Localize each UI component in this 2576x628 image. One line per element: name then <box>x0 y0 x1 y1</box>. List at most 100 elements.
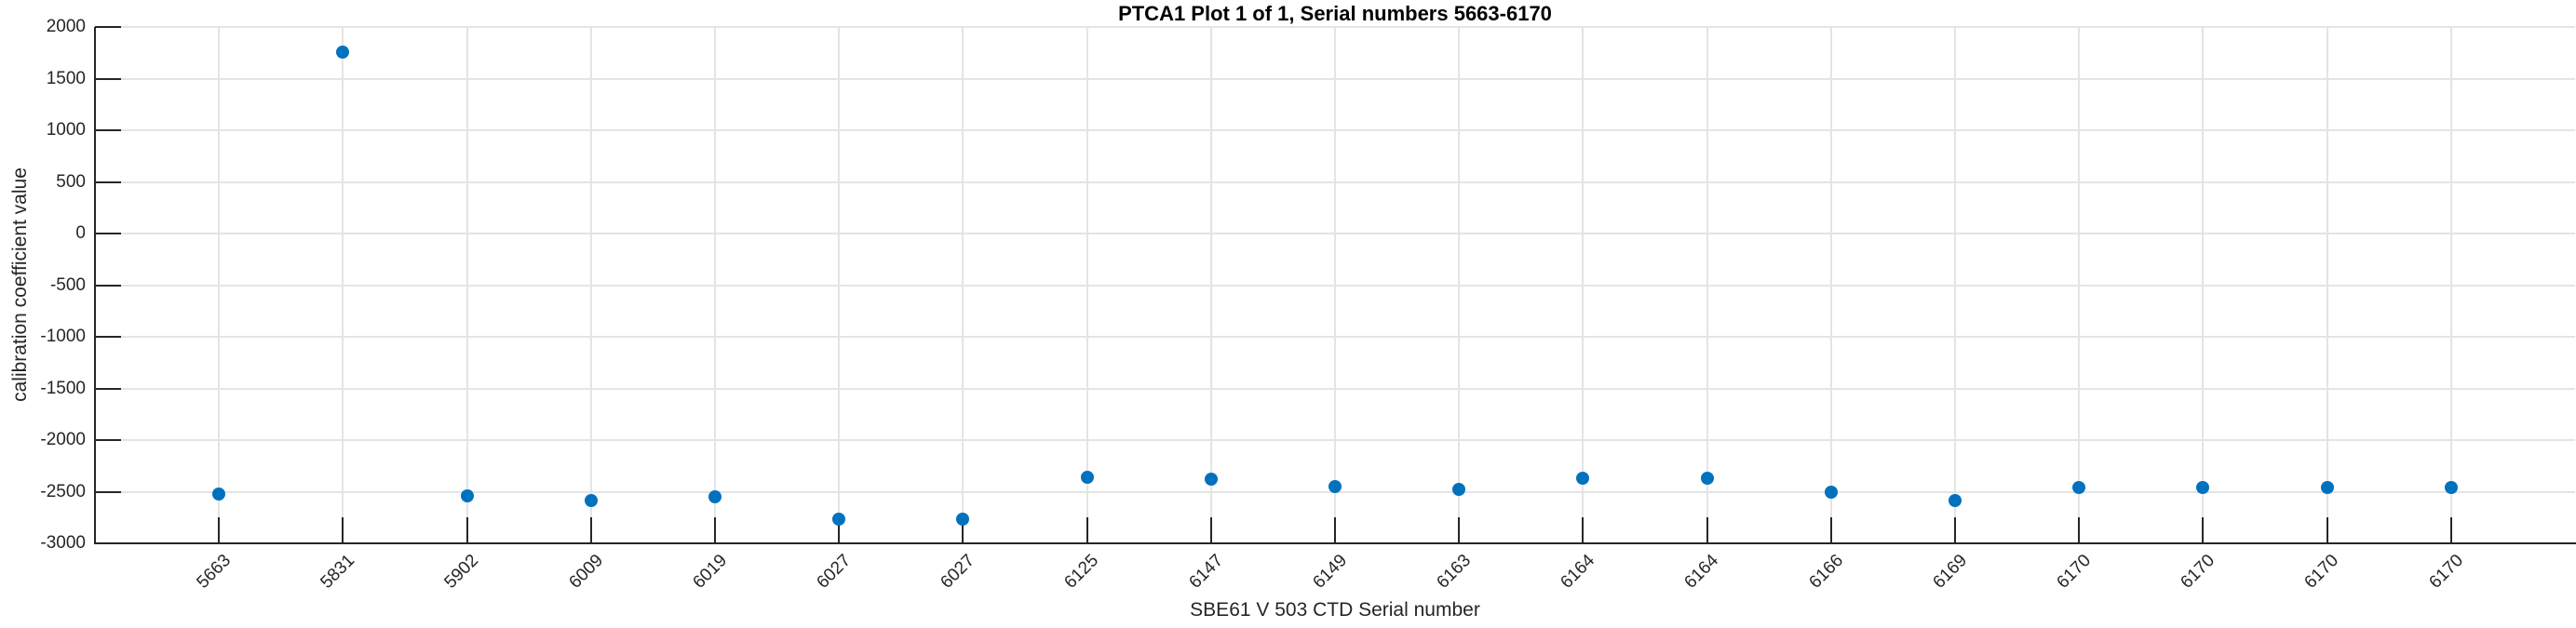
data-point <box>2444 480 2458 494</box>
y-tick-mark <box>95 233 121 234</box>
x-tick-mark <box>2202 517 2205 543</box>
x-tick-label: 6019 <box>689 551 731 593</box>
x-tick-label: 6149 <box>1309 551 1351 593</box>
data-point <box>1452 483 1466 497</box>
x-tick-mark <box>2326 517 2328 543</box>
y-tick-label: 500 <box>56 171 86 192</box>
x-tick-label: 6009 <box>564 551 607 593</box>
data-point <box>832 513 846 527</box>
v-gridline <box>1829 27 1832 543</box>
y-tick-mark <box>95 387 121 390</box>
x-tick-label: 6164 <box>1557 551 1599 593</box>
x-tick-label: 5831 <box>317 551 359 593</box>
x-tick-label: 6027 <box>937 551 979 593</box>
y-tick-label: -1500 <box>40 378 86 398</box>
x-tick-label: 6147 <box>1184 551 1227 593</box>
x-tick-label: 6163 <box>1433 551 1476 593</box>
y-tick-mark <box>95 490 121 493</box>
v-gridline <box>342 27 344 543</box>
data-point <box>212 487 226 501</box>
x-tick-mark <box>1086 517 1088 543</box>
v-gridline <box>589 27 592 543</box>
y-tick-label: 1000 <box>46 120 86 140</box>
x-tick-mark <box>465 517 468 543</box>
y-tick-label: -3000 <box>40 533 86 553</box>
x-tick-mark <box>962 517 964 543</box>
x-tick-label: 6166 <box>1804 551 1847 593</box>
x-tick-mark <box>1209 517 1212 543</box>
x-tick-label: 6169 <box>1929 551 1971 593</box>
x-tick-label: 6170 <box>2177 551 2219 593</box>
data-point <box>336 45 350 59</box>
chart-title: PTCA1 Plot 1 of 1, Serial numbers 5663-6… <box>1118 2 1552 25</box>
data-point <box>1700 472 1714 486</box>
v-gridline <box>2326 27 2328 543</box>
y-tick-mark <box>95 439 121 441</box>
v-gridline <box>838 27 841 543</box>
v-gridline <box>1209 27 1212 543</box>
data-point <box>1949 494 1962 508</box>
y-tick-label: 2000 <box>46 17 86 36</box>
x-tick-mark <box>1706 517 1708 543</box>
y-tick-mark <box>95 26 121 28</box>
v-gridline <box>1086 27 1088 543</box>
v-gridline <box>2078 27 2081 543</box>
x-tick-label: 6170 <box>2300 551 2343 593</box>
x-axis-line <box>94 542 2576 544</box>
x-tick-mark <box>589 517 592 543</box>
data-point <box>1576 472 1590 486</box>
v-gridline <box>1582 27 1585 543</box>
y-tick-mark <box>95 180 121 183</box>
x-tick-mark <box>838 517 841 543</box>
x-tick-mark <box>1334 517 1336 543</box>
x-tick-label: 6027 <box>813 551 856 593</box>
x-tick-label: 5663 <box>193 551 236 593</box>
y-tick-mark <box>95 284 121 287</box>
y-tick-label: 1500 <box>46 68 86 88</box>
v-gridline <box>1706 27 1708 543</box>
data-point <box>956 513 970 527</box>
x-tick-label: 6170 <box>2053 551 2096 593</box>
y-tick-mark <box>95 336 121 338</box>
data-point <box>2320 480 2334 494</box>
data-point <box>584 494 598 508</box>
v-gridline <box>1458 27 1461 543</box>
data-point <box>460 488 474 502</box>
v-gridline <box>1334 27 1336 543</box>
x-tick-mark <box>342 517 344 543</box>
y-tick-label: -2500 <box>40 481 86 501</box>
y-tick-label: -2000 <box>40 430 86 449</box>
v-gridline <box>1954 27 1956 543</box>
x-tick-mark <box>1458 517 1461 543</box>
x-tick-label: 6164 <box>1680 551 1723 593</box>
data-point <box>2072 480 2086 494</box>
x-tick-mark <box>714 517 716 543</box>
v-gridline <box>962 27 964 543</box>
y-tick-mark <box>95 77 121 80</box>
v-gridline <box>465 27 468 543</box>
x-tick-mark <box>1954 517 1956 543</box>
x-tick-mark <box>2078 517 2081 543</box>
data-point <box>1204 473 1218 487</box>
y-tick-label: 0 <box>75 223 86 243</box>
data-point <box>708 490 722 504</box>
data-point <box>1080 470 1094 484</box>
y-axis-line <box>94 27 96 544</box>
x-tick-mark <box>1582 517 1585 543</box>
x-tick-label: 5902 <box>440 551 483 593</box>
x-tick-mark <box>1829 517 1832 543</box>
y-tick-mark <box>95 129 121 131</box>
x-tick-label: 6125 <box>1060 551 1103 593</box>
v-gridline <box>2449 27 2452 543</box>
x-tick-mark <box>2449 517 2452 543</box>
x-tick-label: 6170 <box>2424 551 2467 593</box>
x-axis-label: SBE61 V 503 CTD Serial number <box>1190 599 1480 621</box>
v-gridline <box>714 27 716 543</box>
data-point <box>1824 485 1838 499</box>
v-gridline <box>2202 27 2205 543</box>
data-point <box>1328 479 1342 493</box>
v-gridline <box>218 27 221 543</box>
x-tick-mark <box>218 517 221 543</box>
